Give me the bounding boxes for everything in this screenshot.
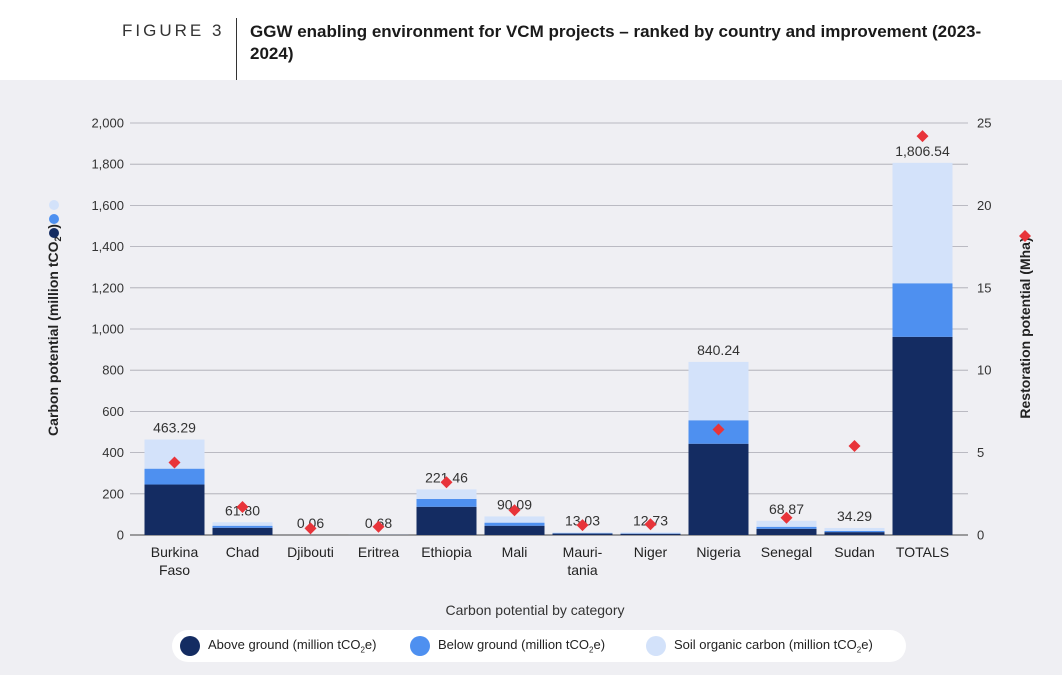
restoration-marker [168, 456, 181, 469]
bar-segment-soil-organic-carbon [756, 520, 817, 527]
bar-total-label: 68.87 [769, 501, 804, 517]
x-category-label: Senegal [761, 544, 812, 560]
x-category-label: Djibouti [287, 544, 334, 560]
bar-segment-below-ground [484, 522, 545, 526]
legend-swatch-below-ground [410, 636, 430, 656]
bar-segment-above-ground [416, 506, 477, 535]
x-category-label: Eritrea [358, 544, 399, 560]
y2-axis-label: Restoration potential (Mha) [1017, 237, 1033, 418]
restoration-marker [508, 504, 521, 517]
bar-total-label: 34.29 [837, 508, 872, 524]
bar-segment-soil-organic-carbon [212, 522, 273, 526]
bar-segment-soil-organic-carbon [688, 361, 749, 421]
bar-segment-above-ground [620, 533, 681, 535]
bar-segment-soil-organic-carbon [892, 162, 953, 284]
y-tick-label: 800 [102, 363, 124, 378]
y-axis-label: Carbon potential (million tCO2e) [45, 224, 63, 436]
restoration-marker [644, 518, 657, 531]
legend-item-above-ground: Above ground (million tCO2e) [180, 630, 376, 662]
x-category-label: Burkina [151, 544, 199, 560]
header-divider [236, 18, 237, 80]
legend-label-soil-organic-carbon: Soil organic carbon (million tCO2e) [674, 637, 873, 655]
bar-segment-soil-organic-carbon [824, 527, 885, 531]
bar-total-label: 1,806.54 [895, 143, 950, 159]
y-tick-label: 2,000 [91, 116, 124, 131]
x-category-label: tania [567, 562, 598, 578]
x-category-label: Niger [634, 544, 668, 560]
figure-title: GGW enabling environment for VCM project… [250, 22, 982, 63]
x-category-label: Mali [502, 544, 528, 560]
x-category-label: TOTALS [896, 544, 949, 560]
y2-tick-label: 25 [977, 116, 991, 131]
y-tick-label: 600 [102, 404, 124, 419]
restoration-marker [372, 520, 385, 533]
legend-swatch-above-ground [180, 636, 200, 656]
bar-segment-above-ground [892, 336, 953, 535]
bar-segment-above-ground [484, 525, 545, 535]
x-category-label: Nigeria [696, 544, 741, 560]
y-tick-label: 1,400 [91, 239, 124, 254]
restoration-marker [780, 511, 793, 524]
bar-segment-above-ground [212, 527, 273, 535]
y-tick-label: 1,600 [91, 198, 124, 213]
bar-segment-above-ground [552, 533, 613, 535]
bar-segment-soil-organic-carbon [416, 489, 477, 499]
y-tick-label: 400 [102, 445, 124, 460]
bar-segment-below-ground [892, 283, 953, 337]
restoration-marker [236, 500, 249, 513]
bar-segment-below-ground [144, 468, 205, 485]
bar-segment-below-ground [416, 498, 477, 507]
legend-item-soil-organic-carbon: Soil organic carbon (million tCO2e) [646, 630, 873, 662]
x-category-label: Sudan [834, 544, 874, 560]
restoration-marker [576, 519, 589, 532]
bar-total-label: 840.24 [697, 342, 740, 358]
bar-segment-above-ground [824, 532, 885, 535]
y2-tick-label: 5 [977, 445, 984, 460]
legend-label-above-ground: Above ground (million tCO2e) [208, 637, 377, 655]
restoration-marker [848, 440, 861, 453]
y-axis-series-dot-soil-organic-carbon [49, 200, 59, 210]
y-tick-label: 0 [117, 528, 124, 543]
x-category-label: Ethiopia [421, 544, 472, 560]
restoration-marker [440, 476, 453, 489]
y2-tick-label: 20 [977, 198, 991, 213]
bar-total-label: 463.29 [153, 420, 196, 436]
bar-segment-above-ground [144, 484, 205, 535]
bar-segment-soil-organic-carbon [484, 516, 545, 523]
bar-segment-soil-organic-carbon [620, 532, 681, 534]
y-tick-label: 1,800 [91, 157, 124, 172]
x-category-label: Mauri- [563, 544, 603, 560]
y-axis-series-dot-below-ground [49, 214, 59, 224]
restoration-marker [916, 130, 929, 143]
bar-segment-above-ground [756, 528, 817, 535]
legend-label-below-ground: Below ground (million tCO2e) [438, 637, 606, 655]
bar-segment-below-ground [212, 525, 273, 528]
x-axis-label: Carbon potential by category [446, 602, 625, 618]
figure-label: FIGURE 3 [122, 21, 225, 40]
bar-segment-soil-organic-carbon [552, 532, 613, 534]
restoration-marker [712, 423, 725, 436]
chart-legend: Above ground (million tCO2e) Below groun… [172, 630, 906, 662]
y-tick-label: 1,200 [91, 280, 124, 295]
legend-item-below-ground: Below ground (million tCO2e) [410, 630, 605, 662]
y-tick-label: 1,000 [91, 322, 124, 337]
legend-swatch-soil-organic-carbon [646, 636, 666, 656]
y2-axis-marker [1019, 230, 1031, 242]
bar-segment-below-ground [756, 526, 817, 529]
figure-header: FIGURE 3 GGW enabling environment for VC… [0, 0, 1062, 80]
y-axis-series-dot-above-ground [49, 228, 59, 238]
y2-tick-label: 10 [977, 363, 991, 378]
chart-panel [0, 80, 1062, 675]
y-tick-label: 200 [102, 486, 124, 501]
y2-tick-label: 15 [977, 280, 991, 295]
restoration-marker [304, 522, 317, 535]
y2-tick-label: 0 [977, 528, 984, 543]
bar-segment-above-ground [688, 443, 749, 535]
bar-segment-below-ground [824, 530, 885, 533]
x-category-label: Chad [226, 544, 259, 560]
x-category-label: Faso [159, 562, 190, 578]
